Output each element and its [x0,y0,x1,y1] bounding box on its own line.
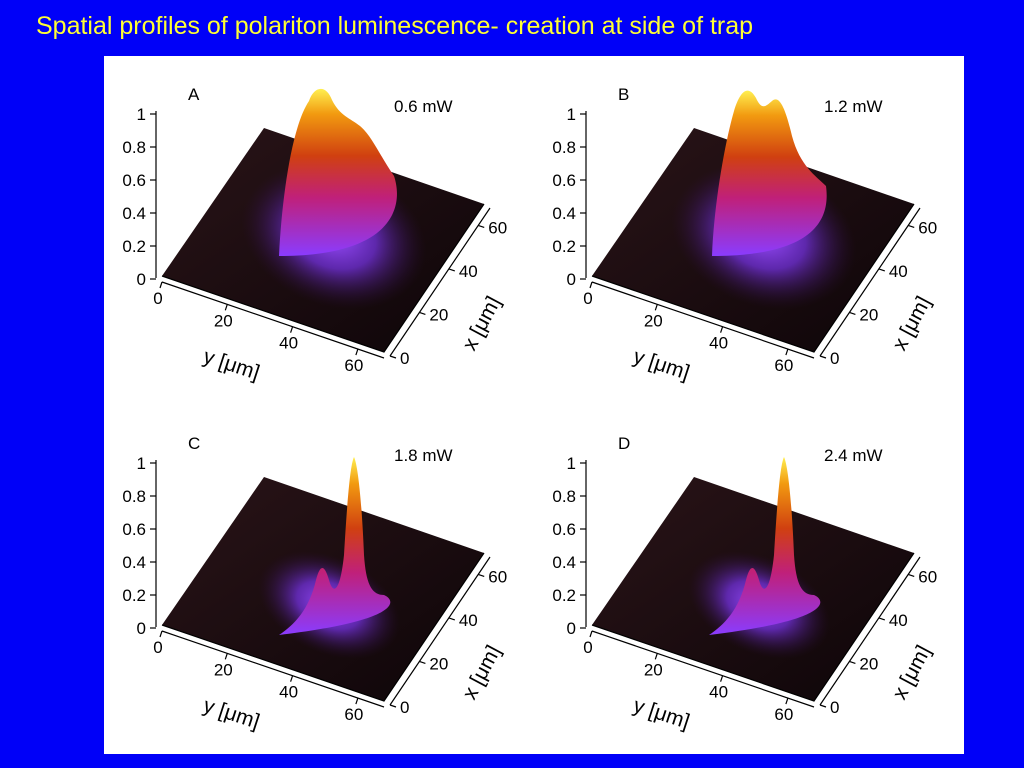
panel-c: 1 0.8 0.6 0.4 0.2 0 0 20 40 60 0 20 40 60 C 1.8 mW … [104,405,534,754]
y-tick-label: 40 [709,683,728,702]
z-tick-label: 0.8 [122,487,146,506]
y-axis-label: y [μm] [200,694,262,734]
y-tick-label: 60 [774,705,793,724]
x-tick-label: 60 [918,218,937,237]
y-tick-label: 40 [709,334,728,353]
y-axis-label: y [μm] [630,694,692,734]
y-tick-label: 0 [583,289,592,308]
z-tick-label: 0.4 [122,204,146,223]
x-tick-label: 20 [859,654,878,673]
z-tick-label: 0.6 [122,520,146,539]
y-axis-ticks: 0 20 40 60 [583,281,793,375]
y-axis-ticks: 0 20 40 60 [153,281,363,375]
y-tick-label: 40 [279,683,298,702]
x-axis-label: x [μm] [888,293,935,355]
z-tick-label: 0.2 [552,586,576,605]
slide-title: Spatial profiles of polariton luminescen… [36,12,754,40]
surface-peaks [709,457,821,635]
y-tick-label: 20 [214,660,233,679]
surface-peaks [279,457,391,635]
surface-peaks [712,90,827,256]
x-tick-label: 60 [488,218,507,237]
y-tick-label: 0 [583,638,592,657]
y-tick-label: 60 [344,705,363,724]
power-label: 0.6 mW [394,97,453,116]
z-tick-label: 0 [137,619,146,638]
z-tick-label: 0.4 [122,553,146,572]
z-tick-label: 0.2 [122,586,146,605]
z-axis-ticks: 1 0.8 0.6 0.4 0.2 0 [122,105,156,289]
z-axis-ticks: 1 0.8 0.6 0.4 0.2 0 [122,454,156,638]
z-axis-ticks: 1 0.8 0.6 0.4 0.2 0 [552,105,586,289]
z-tick-label: 1 [137,454,146,473]
x-tick-label: 40 [889,262,908,281]
x-axis-ticks: 0 20 40 60 [819,567,937,717]
figure-panel-grid: 1 0.8 0.6 0.4 0.2 0 0 20 40 60 0 20 40 60 A 0.6 mW … [104,56,964,754]
x-axis-ticks: 0 20 40 60 [819,218,937,368]
y-tick-label: 0 [153,638,162,657]
z-tick-label: 0.2 [552,237,576,256]
z-tick-label: 1 [567,454,576,473]
z-tick-label: 0.8 [122,138,146,157]
x-tick-label: 20 [429,305,448,324]
x-tick-label: 0 [830,698,839,717]
z-tick-label: 0.2 [122,237,146,256]
x-tick-label: 20 [859,305,878,324]
y-axis-ticks: 0 20 40 60 [583,630,793,724]
power-label: 2.4 mW [824,446,883,465]
z-tick-label: 1 [567,105,576,124]
x-tick-label: 0 [400,349,409,368]
y-axis-label: y [μm] [200,345,262,385]
z-tick-label: 0 [137,270,146,289]
x-axis-label: x [μm] [458,642,505,704]
power-label: 1.8 mW [394,446,453,465]
y-axis-ticks: 0 20 40 60 [153,630,363,724]
x-tick-label: 40 [459,611,478,630]
z-tick-label: 0.6 [552,171,576,190]
x-tick-label: 60 [488,567,507,586]
x-tick-label: 20 [429,654,448,673]
peak [279,88,397,256]
panel-b: 1 0.8 0.6 0.4 0.2 0 0 20 40 60 0 20 40 60 B 1.2 mW … [534,56,964,405]
x-axis-label: x [μm] [458,293,505,355]
x-axis-ticks: 0 20 40 60 [389,567,507,717]
x-tick-label: 40 [889,611,908,630]
z-tick-label: 0 [567,619,576,638]
peak [712,90,827,256]
z-tick-label: 0.8 [552,487,576,506]
z-tick-label: 0 [567,270,576,289]
y-tick-label: 60 [344,356,363,375]
z-tick-label: 0.4 [552,553,576,572]
peak [709,457,821,635]
y-tick-label: 40 [279,334,298,353]
x-tick-label: 40 [459,262,478,281]
panel-letter: A [188,85,200,104]
panel-letter: B [618,85,629,104]
power-label: 1.2 mW [824,97,883,116]
z-tick-label: 1 [137,105,146,124]
surface-peaks [279,88,397,256]
y-axis-label: y [μm] [630,345,692,385]
x-axis-ticks: 0 20 40 60 [389,218,507,368]
x-tick-label: 60 [918,567,937,586]
y-tick-label: 60 [774,356,793,375]
panel-d: 1 0.8 0.6 0.4 0.2 0 0 20 40 60 0 20 40 60 D 2.4 mW … [534,405,964,754]
y-tick-label: 0 [153,289,162,308]
panel-letter: C [188,434,200,453]
peak [279,457,391,635]
y-tick-label: 20 [214,311,233,330]
x-tick-label: 0 [400,698,409,717]
x-axis-label: x [μm] [888,642,935,704]
panel-letter: D [618,434,630,453]
z-axis-ticks: 1 0.8 0.6 0.4 0.2 0 [552,454,586,638]
z-tick-label: 0.6 [552,520,576,539]
panel-a: 1 0.8 0.6 0.4 0.2 0 0 20 40 60 0 20 40 60 A 0.6 mW … [104,56,534,405]
x-tick-label: 0 [830,349,839,368]
z-tick-label: 0.6 [122,171,146,190]
y-tick-label: 20 [644,311,663,330]
z-tick-label: 0.8 [552,138,576,157]
y-tick-label: 20 [644,660,663,679]
z-tick-label: 0.4 [552,204,576,223]
